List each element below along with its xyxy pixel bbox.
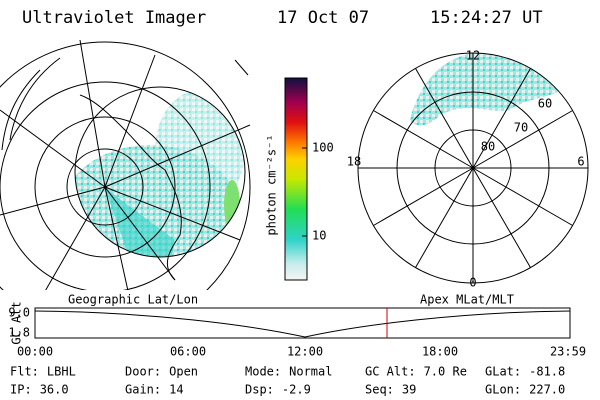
status-label: Seq: (365, 383, 394, 397)
time-label: 00:00 (17, 345, 53, 359)
polar-plot: 12 18 6 0 60 70 80 (347, 49, 589, 290)
mlt-label: 18 (347, 155, 361, 169)
colorbar-tick-label: 100 (312, 141, 334, 155)
status-value: 227.0 (529, 383, 565, 397)
status-value: Normal (289, 365, 332, 379)
mlt-label: 12 (466, 49, 480, 63)
date: 17 Oct 07 (277, 8, 369, 28)
status-label: GLon: (485, 383, 521, 397)
mlt-spoke (472, 110, 573, 169)
colorbar-tick-label: 10 (312, 229, 326, 243)
timeline-axis-label: GC Alt (10, 301, 24, 344)
colorbar-label: photon cm⁻²s⁻¹ (265, 134, 279, 235)
status-value: 14 (169, 383, 183, 397)
timeline-left-title: Geographic Lat/Lon (68, 293, 198, 307)
time-label: 18:00 (422, 345, 458, 359)
altitude-curve (34, 310, 571, 338)
status-label: Dsp: (245, 383, 274, 397)
timeline-right-title: Apex MLat/MLT (420, 293, 514, 307)
mlt-spoke (472, 167, 531, 268)
mlt-spoke (415, 167, 474, 268)
time-label: 23:59 (550, 345, 586, 359)
mlat-label: 80 (481, 140, 495, 154)
colorbar (284, 77, 308, 281)
time-label: 12:00 (287, 345, 323, 359)
mlt-spoke (472, 167, 573, 226)
mlt-label: 6 (577, 155, 584, 169)
mlt-spoke (373, 110, 474, 169)
status-value: LBHL (47, 365, 76, 379)
mlat-label: 60 (538, 97, 552, 111)
mlt-spoke (373, 167, 474, 226)
timeline-box (34, 307, 571, 339)
mlat-label: 70 (514, 121, 528, 135)
status-value: -2.9 (282, 383, 311, 397)
instrument-title: Ultraviolet Imager (22, 8, 206, 28)
geographic-map (0, 40, 251, 290)
status-value: 36.0 (40, 383, 69, 397)
status-label: Gain: (125, 383, 161, 397)
status-value: 39 (402, 383, 416, 397)
time: 15:24:27 UT (430, 8, 543, 28)
status-label: Door: (125, 365, 161, 379)
mlt-spoke (472, 68, 531, 169)
mlt-spoke (415, 68, 474, 169)
mlt-label: 0 (469, 276, 476, 290)
status-value: -81.8 (529, 365, 565, 379)
status-label: Flt: (10, 365, 39, 379)
status-panel: Flt: LBHL Door: Open Mode: Normal GC Alt: 7.0 R… (10, 365, 565, 397)
status-label: GC Alt: (365, 365, 416, 379)
status-label: Mode: (245, 365, 281, 379)
status-label: IP: (10, 383, 32, 397)
status-value: 7.0 Re (424, 365, 467, 379)
status-value: Open (169, 365, 198, 379)
status-label: GLat: (485, 365, 521, 379)
timeline-y-label: 9.0 (8, 306, 30, 320)
timeline-y-label: 1.8 (8, 326, 30, 340)
time-label: 06:00 (170, 345, 206, 359)
